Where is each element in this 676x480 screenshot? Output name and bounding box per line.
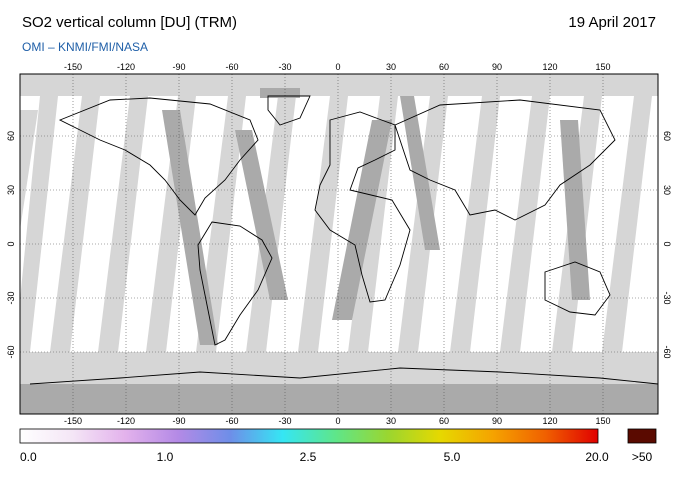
lat-tick-label: -60 xyxy=(6,345,16,358)
dark-swaths xyxy=(162,88,590,345)
colorbar-label: 5.0 xyxy=(443,450,461,464)
north-america-coast xyxy=(58,97,259,216)
lon-tick-label: 30 xyxy=(386,416,396,426)
lon-tick-label: 120 xyxy=(542,416,557,426)
colorbar xyxy=(19,428,599,444)
lat-tick-label: -60 xyxy=(662,345,672,358)
lat-tick-label: 0 xyxy=(662,241,672,246)
lon-tick-label: -90 xyxy=(172,416,185,426)
greenland-coast xyxy=(267,95,311,126)
lon-tick-label: -90 xyxy=(172,62,185,72)
antarctica-coast xyxy=(29,367,659,385)
lat-tick-label: 30 xyxy=(662,185,672,195)
lon-tick-label: 0 xyxy=(335,416,340,426)
lon-tick-label: 150 xyxy=(595,62,610,72)
lat-tick-label: 60 xyxy=(662,131,672,141)
lon-tick-label: -30 xyxy=(278,416,291,426)
colorbar-label: 0.0 xyxy=(20,450,37,464)
lon-tick-label: 30 xyxy=(386,62,396,72)
lon-tick-label: -60 xyxy=(225,416,238,426)
credit-label: OMI – KNMI/FMI/NASA xyxy=(22,40,149,54)
lon-tick-label: 120 xyxy=(542,62,557,72)
lon-tick-label: 150 xyxy=(595,416,610,426)
lon-tick-label: 0 xyxy=(335,62,340,72)
colorbar-label: 2.5 xyxy=(299,450,317,464)
lon-tick-label: -60 xyxy=(225,62,238,72)
coastlines xyxy=(29,95,659,385)
lat-tick-label: -30 xyxy=(6,291,16,304)
south-america-coast xyxy=(197,221,273,346)
gridlines xyxy=(20,74,658,414)
australia-coast xyxy=(544,261,611,316)
date-label: 19 April 2017 xyxy=(568,14,656,31)
lon-ticks-top: -150 -120 -90 -60 -30 0 30 60 90 120 150 xyxy=(64,62,611,72)
lat-tick-label: 60 xyxy=(6,131,16,141)
lat-ticks-left: 60 30 0 -30 -60 xyxy=(6,131,16,359)
asia-coast xyxy=(394,99,616,221)
antarctica-fill xyxy=(20,384,658,414)
lat-tick-label: -30 xyxy=(662,291,672,304)
lon-tick-label: -150 xyxy=(64,416,82,426)
lon-tick-label: 90 xyxy=(492,416,502,426)
lon-tick-label: -30 xyxy=(278,62,291,72)
lon-tick-label: 60 xyxy=(439,416,449,426)
colorbar-overflow-box xyxy=(627,428,657,444)
lon-tick-label: -120 xyxy=(117,62,135,72)
lat-tick-label: 30 xyxy=(6,185,16,195)
colorbar-label: 1.0 xyxy=(156,450,174,464)
lon-ticks-bottom: -150 -120 -90 -60 -30 0 30 60 90 120 150 xyxy=(64,416,611,426)
lon-tick-label: 60 xyxy=(439,62,449,72)
europe-africa-coast xyxy=(314,111,411,303)
colorbar-label: >50 xyxy=(631,450,653,464)
lon-tick-label: -120 xyxy=(117,416,135,426)
arctic-nodata xyxy=(20,74,658,96)
colorbar-label: 20.0 xyxy=(585,450,609,464)
map-frame xyxy=(19,73,659,415)
chart-title: SO2 vertical column [DU] (TRM) xyxy=(22,14,238,31)
lat-ticks-right: 60 30 0 -30 -60 xyxy=(662,131,672,359)
lon-tick-label: -150 xyxy=(64,62,82,72)
lon-tick-label: 90 xyxy=(492,62,502,72)
lat-tick-label: 0 xyxy=(6,241,16,246)
